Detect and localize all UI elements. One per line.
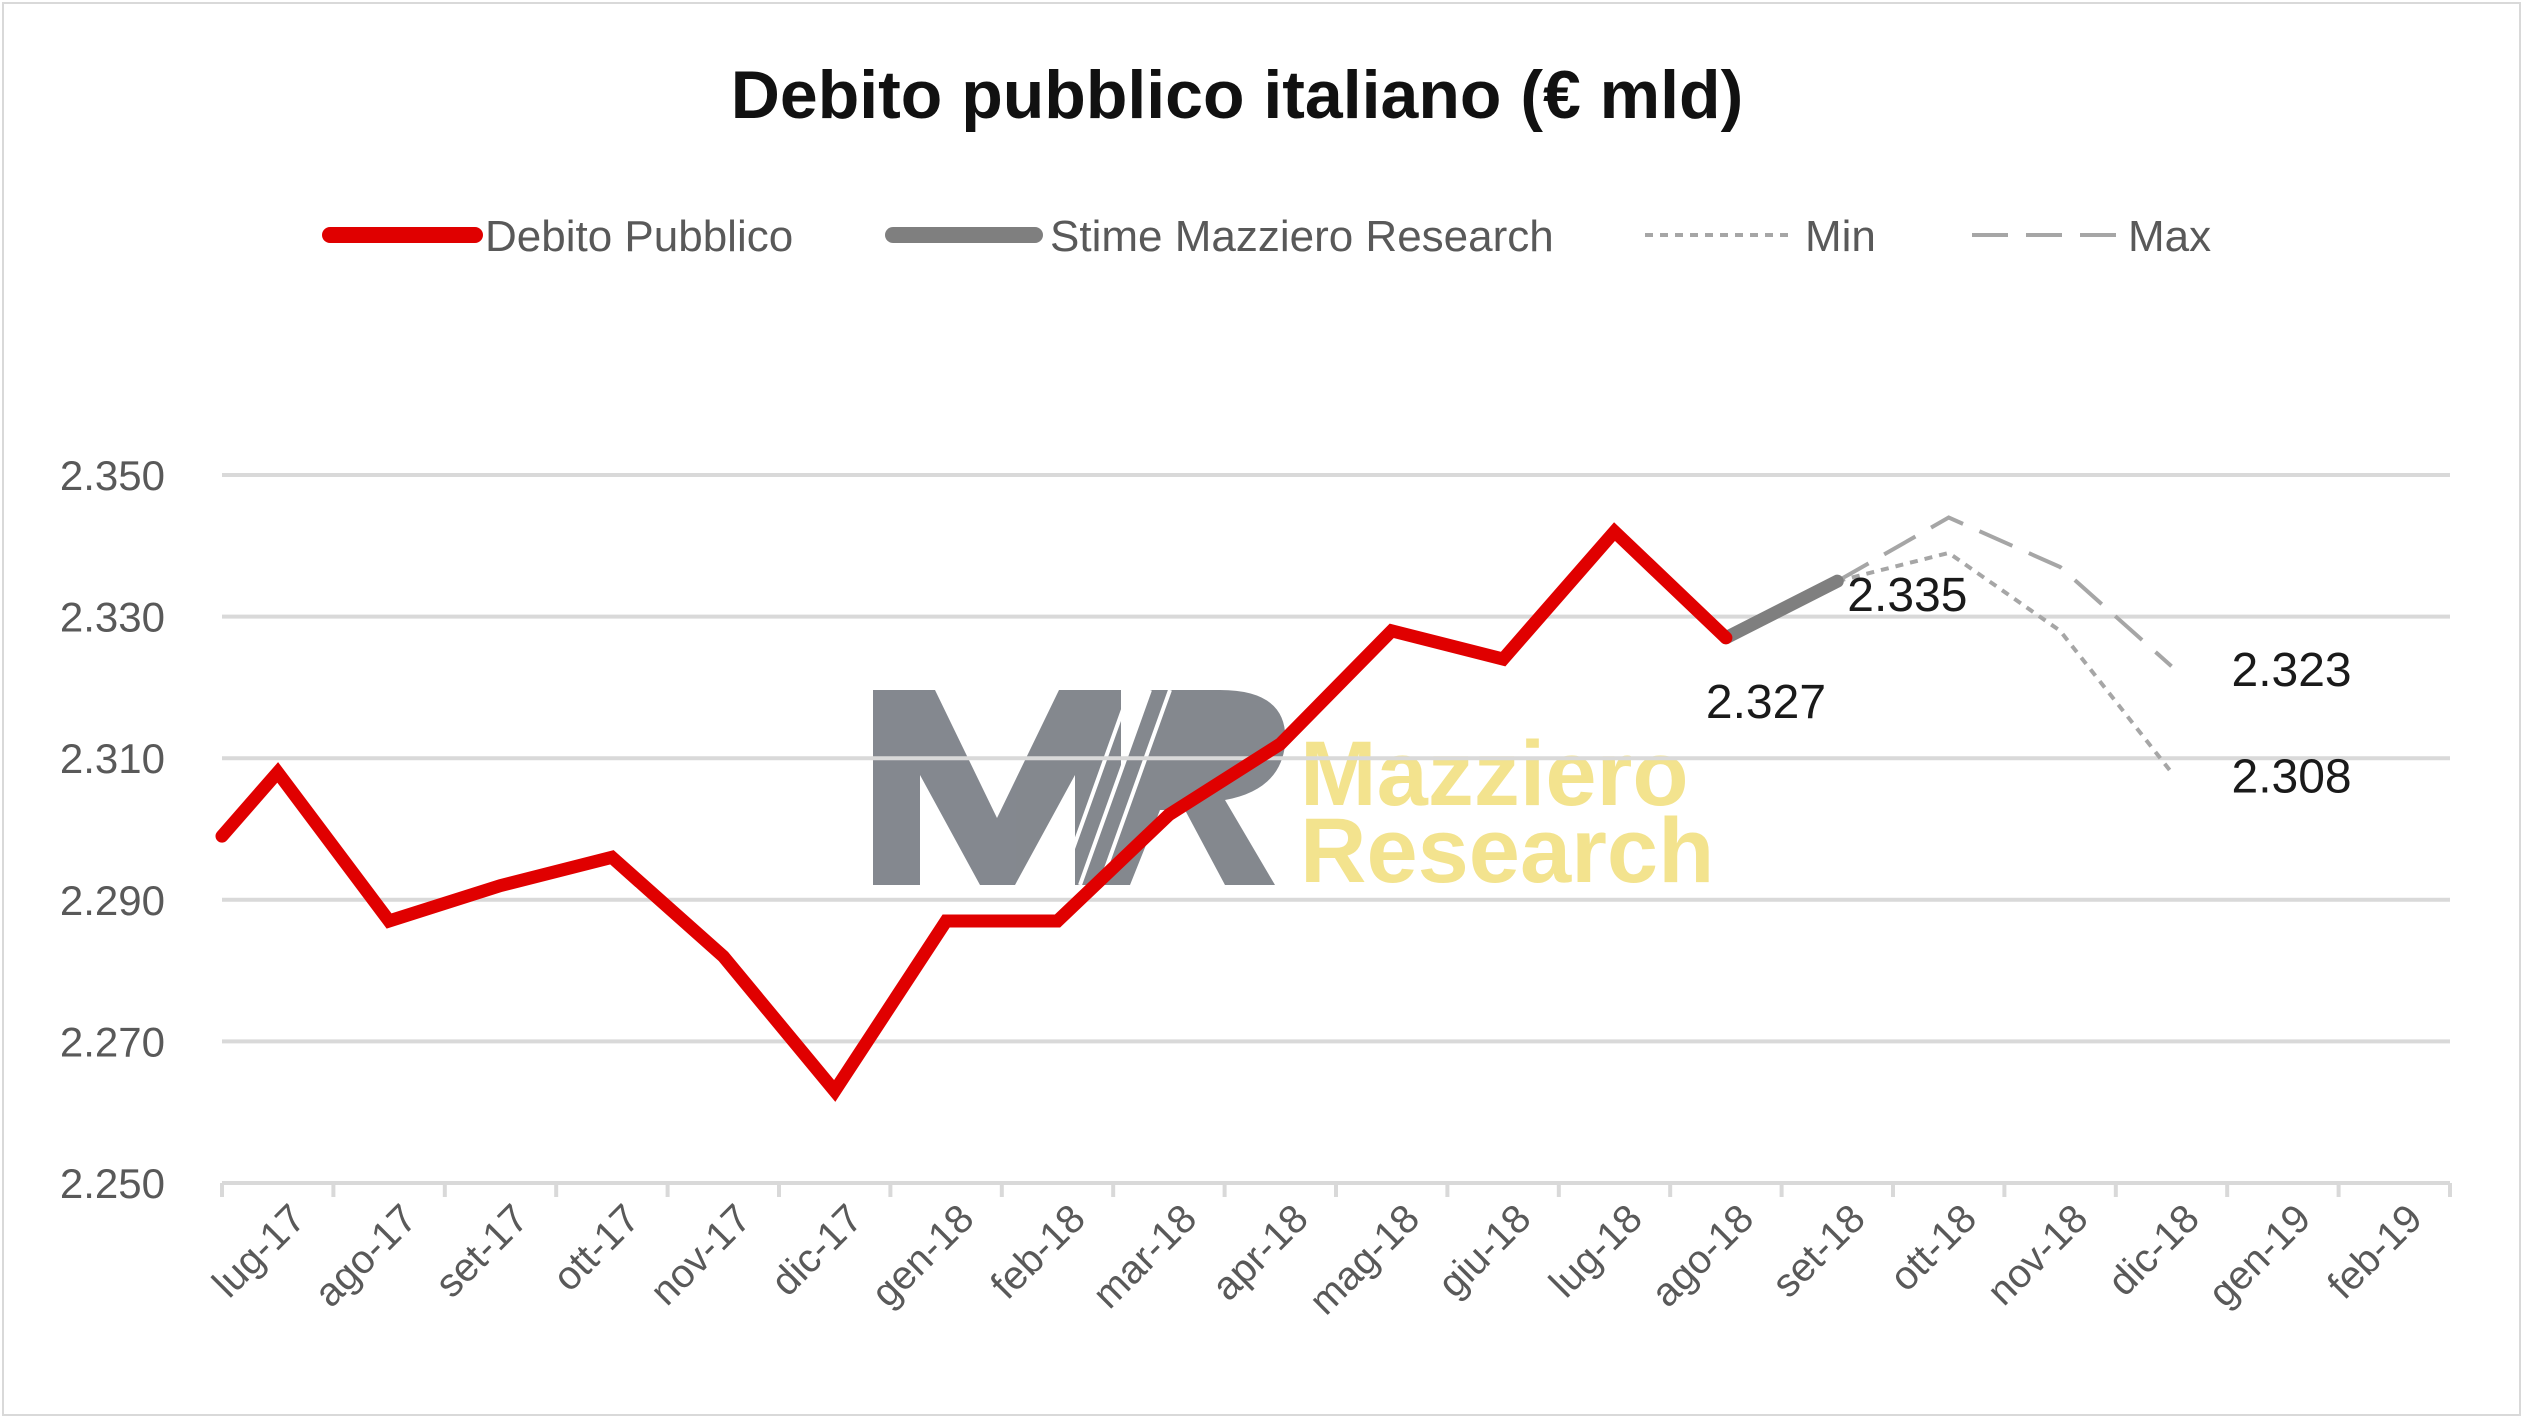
x-tick-label: dic-18: [2100, 1196, 2208, 1304]
data-labels: 2.327 2.335 2.323 2.308: [1706, 569, 2352, 803]
x-tick-label: feb-19: [2319, 1196, 2430, 1307]
legend-label-debito-pubblico: Debito Pubblico: [485, 212, 793, 261]
data-label: 2.335: [1847, 569, 1967, 622]
y-axis-ticks: 2.250 2.270 2.290 2.310 2.330 2.350: [60, 452, 165, 1207]
legend-label-stime: Stime Mazziero Research: [1050, 212, 1554, 261]
watermark-m-shape: [873, 690, 1121, 885]
x-tick-label: lug-18: [1541, 1196, 1651, 1306]
data-label: 2.327: [1706, 676, 1826, 729]
x-tick-label: ago-17: [306, 1196, 425, 1315]
legend-label-max: Max: [2128, 212, 2211, 261]
y-tick-label: 2.330: [60, 594, 165, 641]
series-layer: [215, 515, 2174, 1102]
watermark-line1: Mazziero: [1300, 723, 1689, 825]
y-tick-label: 2.270: [60, 1018, 165, 1065]
legend: Debito Pubblico Stime Mazziero Research …: [322, 212, 2211, 261]
x-tick-label: nov-18: [1979, 1196, 2097, 1314]
x-tick-label: mag-18: [1301, 1196, 1428, 1323]
series-line-stime-mazziero-research: [1719, 574, 1844, 645]
grid-layer: [222, 473, 2450, 1044]
x-tick-label: gen-19: [2200, 1196, 2319, 1315]
x-tick-label: set-17: [427, 1196, 537, 1306]
y-tick-label: 2.290: [60, 877, 165, 924]
x-tick-label: ott-18: [1882, 1196, 1985, 1299]
y-tick-label: 2.250: [60, 1160, 165, 1207]
data-label: 2.323: [2232, 644, 2352, 697]
series-line-min: [1836, 550, 2174, 774]
chart-title: Debito pubblico italiano (€ mld): [731, 57, 1743, 133]
watermark-logo: Mazziero Research: [873, 689, 1714, 902]
watermark-slashes: [1058, 689, 1172, 886]
x-tick-label: feb-18: [983, 1196, 1094, 1307]
x-tick-label: nov-17: [642, 1196, 760, 1314]
x-tick-label: gen-18: [863, 1196, 982, 1315]
y-tick-label: 2.310: [60, 735, 165, 782]
x-tick-label: mar-18: [1085, 1196, 1206, 1317]
data-label: 2.308: [2232, 750, 2352, 803]
x-tick-label: dic-17: [763, 1196, 871, 1304]
x-tick-label: lug-17: [204, 1196, 314, 1306]
legend-label-min: Min: [1805, 212, 1876, 261]
x-tick-label: set-18: [1764, 1196, 1874, 1306]
series-line-debito-pubblico: [215, 522, 1733, 1102]
x-tick-label: ago-18: [1643, 1196, 1762, 1315]
y-tick-label: 2.350: [60, 452, 165, 499]
watermark-r-shape: [1080, 690, 1286, 885]
x-tick-label: giu-18: [1430, 1196, 1540, 1306]
watermark-line2: Research: [1300, 800, 1714, 902]
series-line-max: [1836, 515, 2173, 668]
x-tick-label: ott-17: [545, 1196, 648, 1299]
